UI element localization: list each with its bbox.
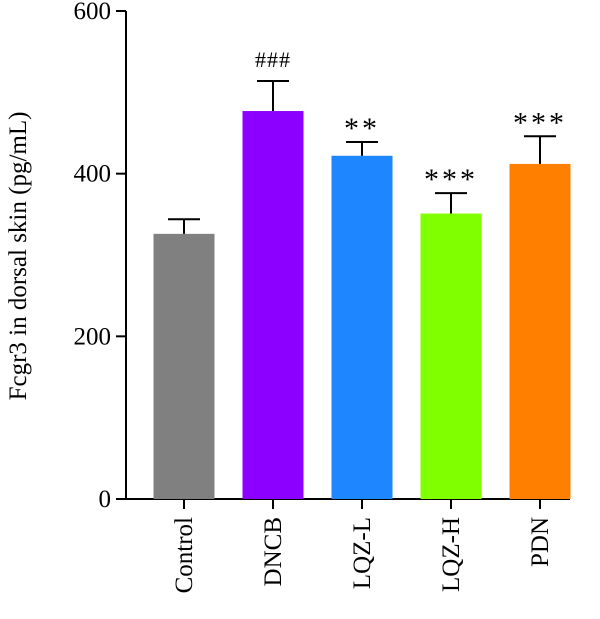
category-labels: Control DNCB LQZ-L LQZ-H PDN	[171, 517, 554, 593]
y-axis-title: Fcgr3 in dorsal skin (pg/mL)	[5, 112, 32, 401]
y-tick-label: 600	[74, 0, 112, 25]
bars	[153, 111, 571, 500]
category-label: LQZ-L	[349, 517, 376, 589]
bar-lqz-h	[420, 213, 482, 499]
significance-label: **	[344, 112, 380, 145]
bar-pdn	[509, 163, 571, 499]
significance-label: ###	[255, 47, 291, 72]
y-tick-label: 200	[74, 323, 112, 350]
category-label: LQZ-H	[438, 517, 465, 592]
significance-label: ***	[424, 163, 478, 196]
category-label: DNCB	[260, 517, 287, 586]
y-tick-label: 0	[99, 486, 112, 513]
bar-lqz-l	[331, 155, 393, 500]
error-bars	[168, 79, 556, 234]
category-label: Control	[171, 517, 198, 593]
significance-markers: ###********	[255, 47, 567, 196]
category-label: PDN	[527, 517, 554, 567]
x-axis	[125, 498, 570, 509]
bar-dncb	[242, 111, 304, 499]
bar-control	[153, 233, 215, 499]
y-axis: 0 200 400 600	[74, 0, 127, 513]
significance-label: ***	[513, 106, 567, 139]
y-tick-label: 400	[74, 161, 112, 188]
